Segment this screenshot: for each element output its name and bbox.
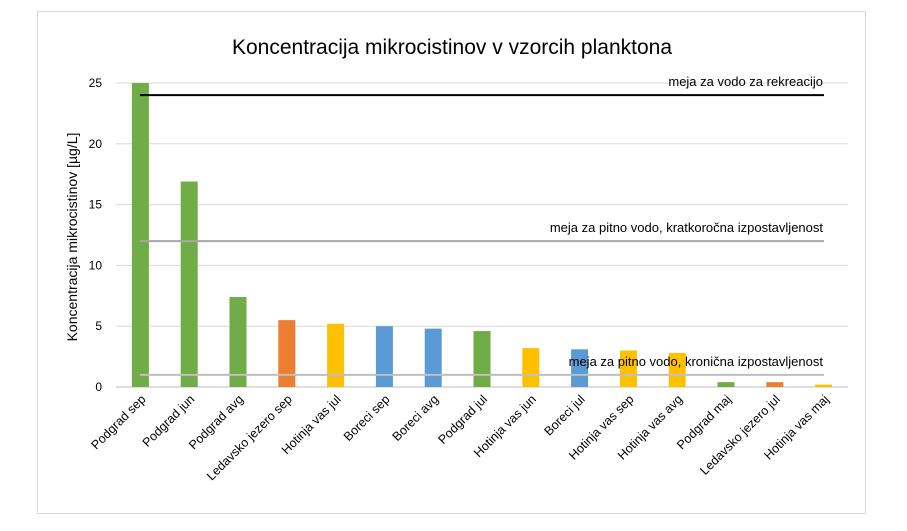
y-tick-label: 10: [89, 258, 103, 272]
x-tick-label: Podgrad sep: [88, 392, 148, 452]
bar: [424, 328, 442, 387]
y-tick-label: 20: [89, 137, 103, 151]
bar: [522, 348, 540, 387]
y-tick-label: 25: [89, 76, 103, 90]
bar: [327, 323, 345, 387]
bar: [619, 350, 637, 387]
y-tick-label: 0: [95, 380, 102, 394]
bar: [668, 352, 686, 387]
bar: [229, 297, 247, 387]
bar: [571, 349, 589, 387]
reference-line-label: meja za pitno vodo, kronična izpostavlje…: [569, 354, 824, 369]
y-tick-label: 15: [89, 198, 103, 212]
bar: [717, 382, 735, 387]
y-tick-label: 5: [95, 319, 102, 333]
x-tick-label: Boreci avg: [390, 392, 442, 444]
bar: [473, 331, 491, 387]
chart-title: Koncentracija mikrocistinov v vzorcih pl…: [232, 36, 672, 59]
y-axis-ticks: 0 5 10 15 20 25: [89, 76, 103, 394]
y-axis-label: Koncentracija mikrocistinov [µg/L]: [64, 133, 80, 342]
bar: [131, 83, 149, 387]
bar: [815, 384, 833, 387]
bars: [131, 83, 833, 387]
reference-line-label: meja za vodo za rekreacijo: [668, 74, 823, 89]
bar: [766, 382, 784, 387]
bar: [375, 326, 393, 387]
bar: [278, 320, 296, 387]
x-tick-label: Boreci sep: [341, 392, 393, 444]
reference-lines: meja za vodo za rekreacijo meja za pitno …: [140, 74, 824, 376]
x-tick-label: Ledavsko jezero sep: [204, 392, 295, 483]
reference-line-label: meja za pitno vodo, kratkoročna izpostav…: [550, 220, 824, 235]
bar: [180, 181, 198, 387]
x-tick-label: Boreci jul: [541, 392, 587, 438]
